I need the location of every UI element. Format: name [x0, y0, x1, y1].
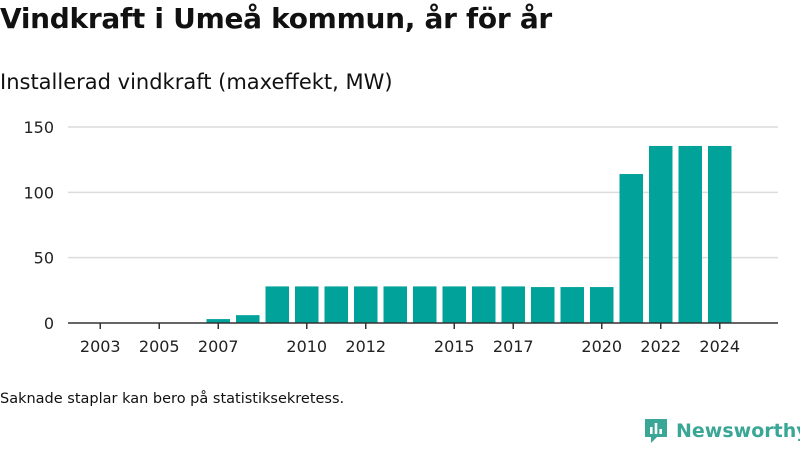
bar-2010 — [295, 286, 319, 323]
bar-2014 — [413, 286, 437, 323]
x-tick-label-2003: 2003 — [80, 337, 121, 356]
newsworthy-logo-icon — [645, 419, 667, 443]
bar-2012 — [354, 286, 378, 323]
bar-2009 — [265, 286, 289, 323]
chart-subtitle: Installerad vindkraft (maxeffekt, MW) — [0, 70, 393, 94]
bar-2016 — [472, 286, 496, 323]
x-tick-label-2017: 2017 — [493, 337, 534, 356]
newsworthy-logo[interactable]: Newsworthy — [644, 418, 800, 444]
bar-2013 — [383, 286, 407, 323]
x-tick-label-2005: 2005 — [139, 337, 180, 356]
bar-2019 — [560, 287, 584, 323]
x-tick-label-2012: 2012 — [345, 337, 386, 356]
x-tick-label-2020: 2020 — [581, 337, 622, 356]
bar-2020 — [590, 287, 614, 323]
bars — [206, 145, 732, 323]
bar-2021 — [619, 174, 643, 323]
bar-2018 — [531, 287, 555, 323]
bar-2015 — [442, 286, 466, 323]
x-tick-label-2024: 2024 — [699, 337, 740, 356]
brand-name: Newsworthy — [676, 420, 800, 442]
x-tick-label-2010: 2010 — [286, 337, 327, 356]
bar-2008 — [236, 315, 260, 323]
y-tick-label-0: 0 — [44, 314, 54, 333]
bar-chart: 0 50 100 150 2003 2005 2007 2010 2012 2015 2017 202… — [23, 118, 778, 356]
y-tick-label-50: 50 — [34, 249, 54, 268]
y-tick-label-150: 150 — [23, 118, 54, 137]
x-axis — [68, 322, 778, 329]
x-tick-label-2022: 2022 — [640, 337, 681, 356]
bar-2007 — [206, 319, 230, 323]
bar-2023 — [678, 145, 702, 323]
x-tick-label-2015: 2015 — [434, 337, 475, 356]
bar-2024 — [708, 145, 732, 323]
y-tick-label-100: 100 — [23, 183, 54, 202]
chart-title: Vindkraft i Umeå kommun, år för år — [0, 2, 552, 35]
x-tick-label-2007: 2007 — [198, 337, 239, 356]
footnote: Saknade staplar kan bero på statistiksek… — [0, 391, 345, 407]
bar-2017 — [501, 286, 525, 323]
bar-2022 — [649, 145, 673, 323]
tick-labels: 0 50 100 150 2003 2005 2007 2010 2012 2015 2017 202… — [23, 118, 740, 356]
bar-2011 — [324, 286, 348, 323]
